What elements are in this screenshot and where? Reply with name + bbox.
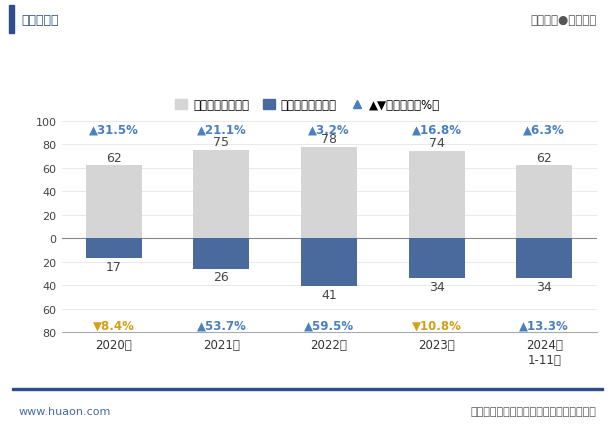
Text: 78: 78 [321, 132, 337, 145]
Bar [408, 239, 464, 279]
Text: 华经情报网: 华经情报网 [22, 14, 59, 27]
Bar [301, 239, 357, 287]
Text: 62: 62 [106, 151, 122, 164]
Legend: 出口额（亿美元）, 进口额（亿美元）, ▲▼同比增长（%）: 出口额（亿美元）, 进口额（亿美元）, ▲▼同比增长（%） [170, 94, 445, 117]
Text: 17: 17 [106, 260, 122, 273]
Text: 62: 62 [536, 151, 552, 164]
Text: 专业严谨●客观科学: 专业严谨●客观科学 [530, 14, 597, 27]
Text: ▼8.4%: ▼8.4% [93, 319, 135, 332]
Text: ▲3.2%: ▲3.2% [308, 123, 350, 136]
Text: ▲53.7%: ▲53.7% [196, 319, 247, 332]
Text: 数据来源：中国海关，华经产业研究院整理: 数据来源：中国海关，华经产业研究院整理 [470, 406, 597, 416]
Text: ▲59.5%: ▲59.5% [304, 319, 354, 332]
Text: ▲13.3%: ▲13.3% [520, 319, 569, 332]
Bar [516, 166, 572, 239]
Bar [408, 152, 464, 239]
Text: 26: 26 [213, 271, 229, 284]
Bar [194, 151, 250, 239]
Bar [86, 239, 142, 259]
Text: 75: 75 [213, 136, 229, 149]
Bar [301, 147, 357, 239]
Bar [194, 239, 250, 269]
Text: 34: 34 [429, 280, 445, 293]
Text: 34: 34 [536, 280, 552, 293]
Text: 74: 74 [429, 137, 445, 150]
Bar [86, 166, 142, 239]
Bar [9, 6, 14, 35]
Text: ▲21.1%: ▲21.1% [197, 123, 246, 136]
Text: 41: 41 [321, 288, 337, 301]
Text: 2020-2024年11月贵州省商品收发货人所在地进、出口额: 2020-2024年11月贵州省商品收发货人所在地进、出口额 [145, 56, 470, 74]
Text: ▲31.5%: ▲31.5% [89, 123, 139, 136]
Bar [12, 388, 603, 390]
Text: ▼10.8%: ▼10.8% [411, 319, 462, 332]
Text: www.huaon.com: www.huaon.com [18, 406, 111, 416]
Bar [516, 239, 572, 279]
Text: ▲16.8%: ▲16.8% [411, 123, 462, 136]
Text: ▲6.3%: ▲6.3% [523, 123, 565, 136]
